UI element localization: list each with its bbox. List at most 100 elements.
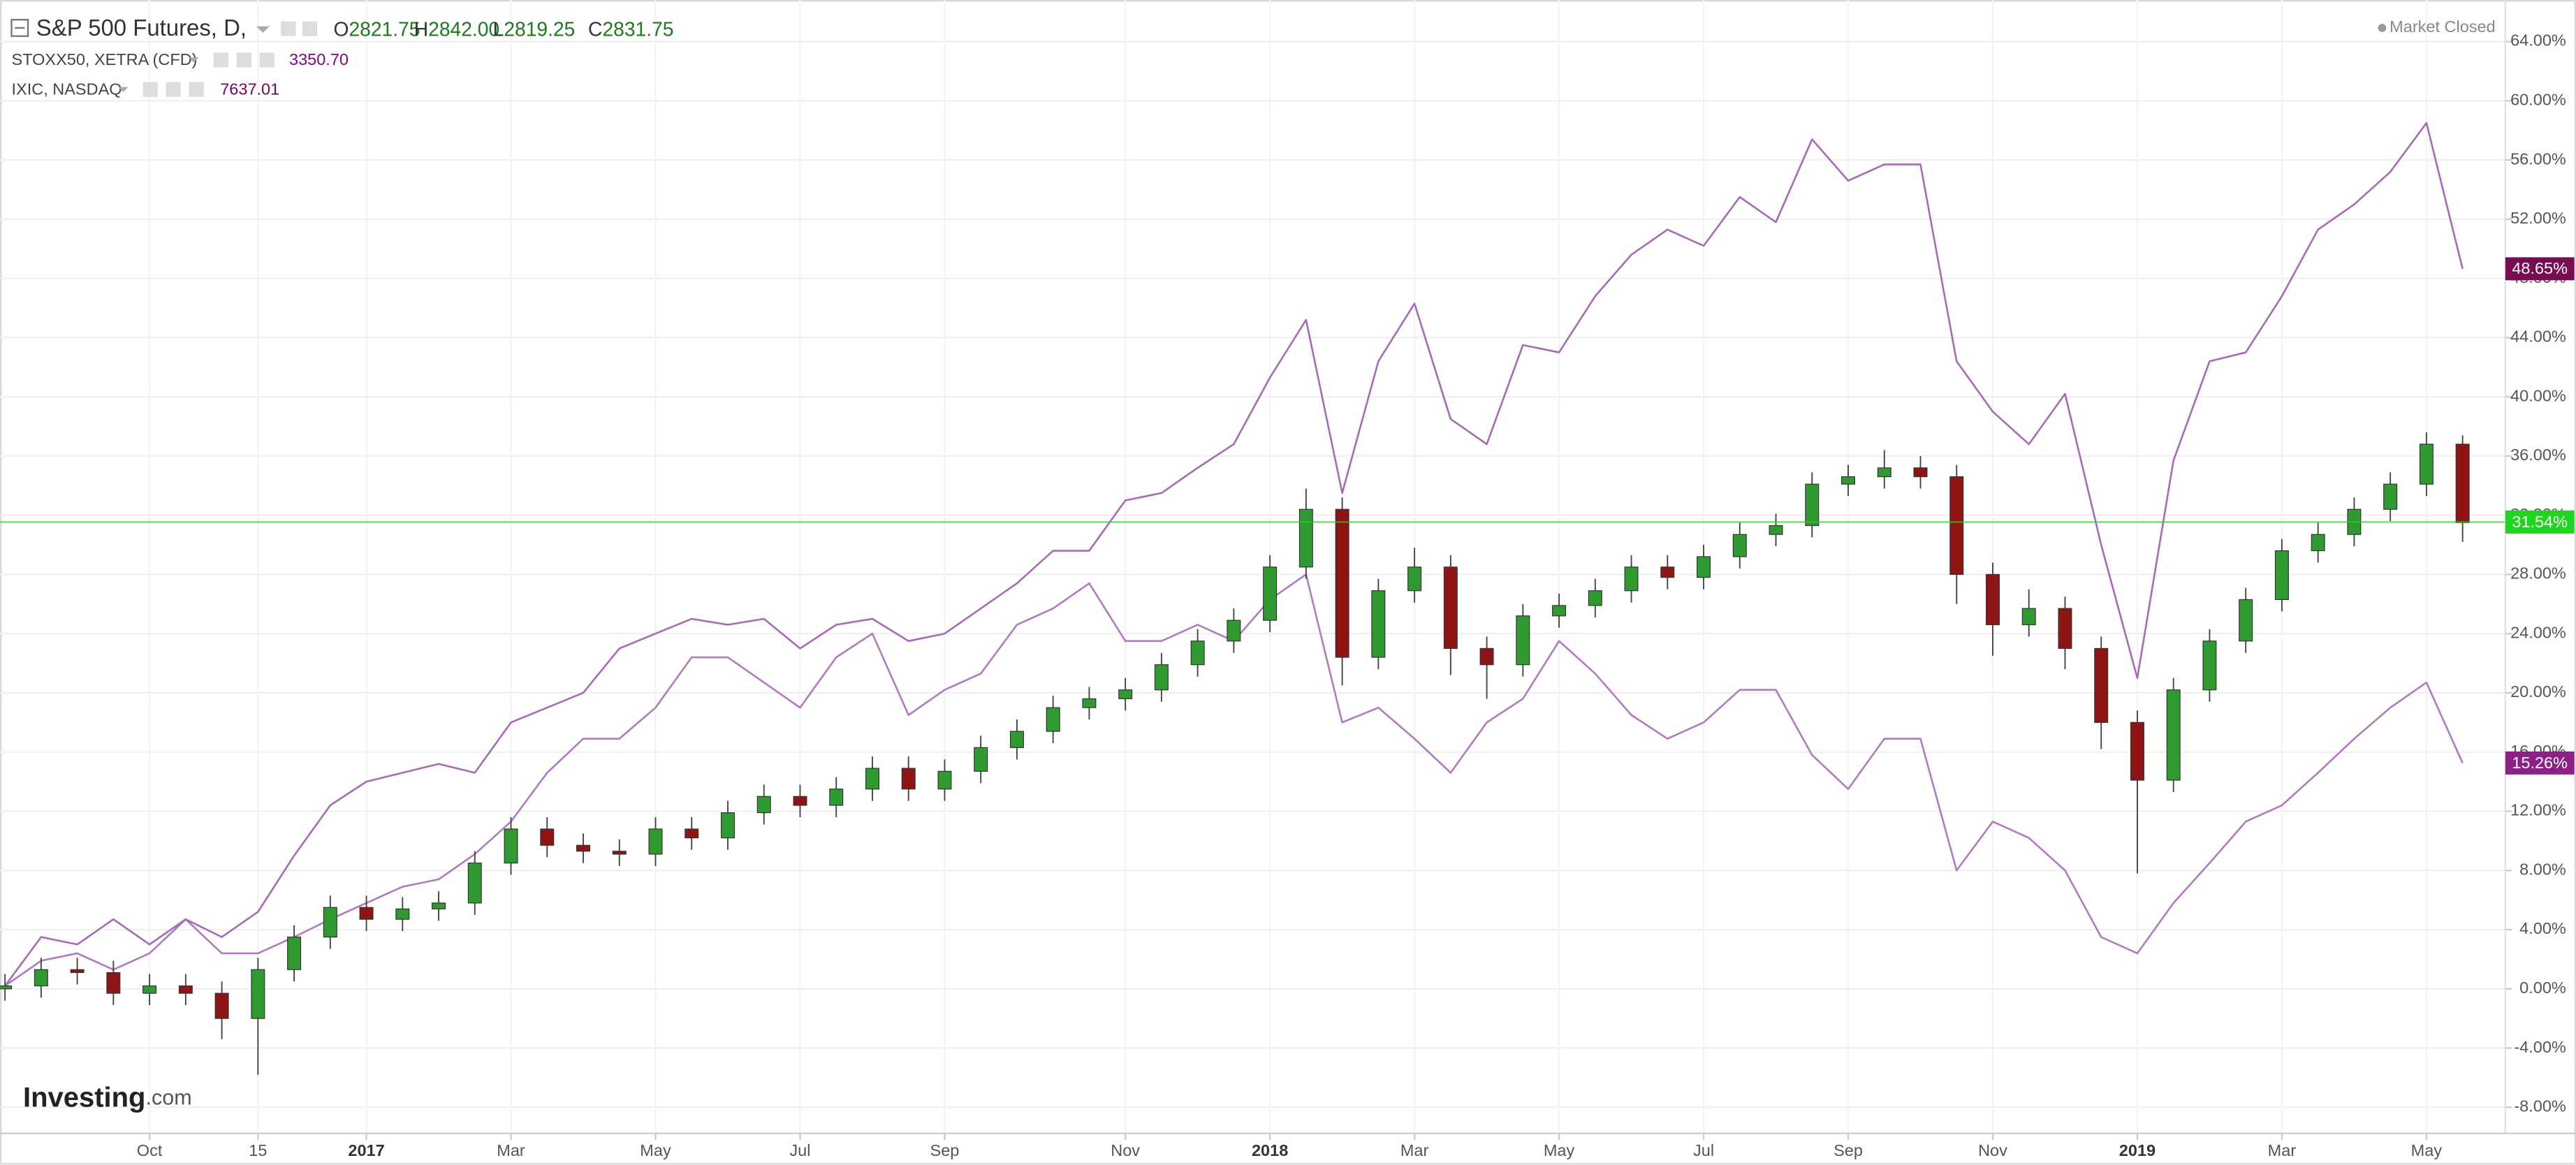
candle-body xyxy=(901,768,916,790)
y-tick-label: 0.00% xyxy=(2519,979,2566,997)
y-tick-label: 24.00% xyxy=(2510,623,2566,641)
y-tick-label: 8.00% xyxy=(2519,860,2566,878)
watermark-brand: Investing xyxy=(23,1082,145,1113)
candle-body xyxy=(2311,534,2325,552)
y-tick-label: 64.00% xyxy=(2510,31,2566,50)
candle-body xyxy=(1732,534,1747,557)
candle-body xyxy=(1697,556,1711,578)
candle-body xyxy=(34,969,48,987)
candle-body xyxy=(1479,647,1494,666)
candle-body xyxy=(1552,605,1567,617)
quote-value: 2819.25 xyxy=(504,18,575,41)
legend-value: 7637.01 xyxy=(220,80,279,98)
candle-body xyxy=(720,812,735,839)
collapse-button[interactable] xyxy=(10,19,29,37)
x-tick-label: 2019 xyxy=(2119,1141,2156,1159)
y-tick-label: 12.00% xyxy=(2510,801,2566,819)
x-tick-label: Jul xyxy=(789,1141,810,1159)
x-tick-label: 2017 xyxy=(348,1141,384,1159)
candle-body xyxy=(829,789,844,806)
visibility-button[interactable] xyxy=(213,52,228,68)
y-tick-label: 60.00% xyxy=(2510,91,2566,109)
watermark-suffix: .com xyxy=(145,1086,191,1110)
quote-high: H2842.00 xyxy=(414,18,499,41)
candle-body xyxy=(1118,689,1133,700)
candle-body xyxy=(1298,508,1313,568)
legend-name: IXIC, NASDAQ xyxy=(12,80,122,98)
candle-body xyxy=(2166,689,2181,781)
visibility-button[interactable] xyxy=(281,21,296,36)
candle-body xyxy=(504,828,518,864)
quote-open: O2821.75 xyxy=(334,18,420,41)
x-tick-label: 2018 xyxy=(1252,1141,1288,1159)
candle-body xyxy=(1660,566,1675,578)
x-tick-label: May xyxy=(1544,1141,1575,1159)
candle-body xyxy=(1805,483,1820,527)
main-title: S&P 500 Futures, D, xyxy=(36,15,247,41)
candle-body xyxy=(1371,590,1386,658)
y-tick-label: -4.00% xyxy=(2514,1038,2566,1056)
candle-body xyxy=(2202,640,2217,691)
candle-body xyxy=(1949,476,1964,576)
y-tick-label: 20.00% xyxy=(2510,682,2566,701)
candle-body xyxy=(1227,620,1241,642)
x-tick-label: Mar xyxy=(2268,1141,2297,1159)
candle-body xyxy=(612,851,627,855)
y-tick-label: 4.00% xyxy=(2519,919,2566,937)
candle-body xyxy=(432,902,446,909)
candle-body xyxy=(540,828,555,846)
dropdown[interactable] xyxy=(256,26,270,34)
quote-key: L xyxy=(493,18,504,41)
candle-body xyxy=(974,747,988,772)
x-tick-label: Jul xyxy=(1693,1141,1714,1159)
candle-body xyxy=(1407,566,1422,592)
candle-body xyxy=(1624,566,1639,592)
candle-body xyxy=(865,768,879,790)
dropdown[interactable] xyxy=(189,57,199,63)
candle-body xyxy=(287,937,302,970)
status-dot xyxy=(2378,24,2387,32)
legend-value: 3350.70 xyxy=(289,50,349,68)
settings-button[interactable] xyxy=(166,82,181,97)
candle-body xyxy=(2058,608,2072,649)
candle-body xyxy=(1046,707,1060,732)
candle-body xyxy=(0,985,13,990)
last-value-label: 15.26% xyxy=(2512,754,2568,772)
remove-button[interactable] xyxy=(259,52,275,68)
candle-body xyxy=(756,796,771,814)
quote-low: L2819.25 xyxy=(493,18,576,41)
last-value-label: 48.65% xyxy=(2512,259,2568,277)
candle-body xyxy=(648,828,663,855)
candle-body xyxy=(793,796,807,806)
quote-key: O xyxy=(334,18,349,41)
y-tick-label: 52.00% xyxy=(2510,209,2566,227)
candle-body xyxy=(1877,467,1891,478)
candle-body xyxy=(106,972,121,994)
remove-button[interactable] xyxy=(189,82,204,97)
last-value-box xyxy=(2505,257,2575,281)
x-tick-label: 15 xyxy=(249,1141,267,1159)
settings-button[interactable] xyxy=(236,52,251,68)
y-tick-label: 40.00% xyxy=(2510,386,2566,404)
x-tick-label: Mar xyxy=(1400,1141,1429,1159)
candle-body xyxy=(1009,731,1024,748)
y-tick-label: 44.00% xyxy=(2510,328,2566,346)
x-tick-label: Oct xyxy=(137,1141,163,1159)
quote-key: H xyxy=(414,18,428,41)
candle-body xyxy=(1516,615,1530,666)
visibility-button[interactable] xyxy=(142,82,158,97)
last-value-label: 31.54% xyxy=(2512,513,2568,531)
legend-name: STOXX50, XETRA (CFD) xyxy=(12,50,198,68)
y-tick-label: -8.00% xyxy=(2514,1097,2566,1115)
dropdown[interactable] xyxy=(118,87,129,92)
candle-body xyxy=(2094,647,2109,723)
candle-body xyxy=(251,969,265,1019)
settings-button[interactable] xyxy=(302,21,318,36)
candle-body xyxy=(685,828,699,839)
candle-body xyxy=(1985,573,2000,626)
quote-value: 2821.75 xyxy=(349,18,420,41)
candle-body xyxy=(70,969,85,974)
y-tick-label: 56.00% xyxy=(2510,149,2566,168)
